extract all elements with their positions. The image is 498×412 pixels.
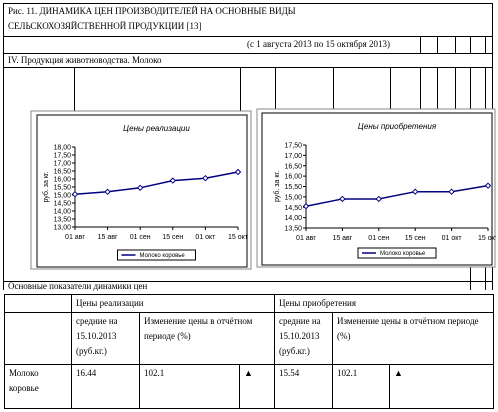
cell: 102.1 — [332, 364, 390, 409]
y-tick-label: 14,50 — [53, 201, 71, 208]
group-header: Цены реализации — [71, 294, 275, 313]
point — [484, 182, 492, 189]
x-tick-label: 01 авг — [296, 235, 316, 242]
x-tick-label: 15 сен — [162, 234, 183, 241]
header: Рис. 11. ДИНАМИКА ЦЕН ПРОИЗВОДИТЕЛЕЙ НА … — [8, 4, 296, 34]
cell — [4, 312, 72, 365]
y-tick-label: 16,50 — [284, 163, 302, 170]
x-tick-label: 15 авг — [332, 235, 352, 242]
legend-box — [117, 249, 196, 261]
y-tick-label: 16,50 — [53, 169, 71, 176]
y-tick-label: 17,50 — [53, 153, 71, 160]
y-tick-label: 13,50 — [284, 226, 302, 233]
subheader: Изменение цены в отчётном периоде (%) — [332, 312, 494, 365]
x-tick-label: 01 окт — [442, 235, 463, 242]
cell — [4, 294, 72, 313]
y-tick-label: 16,00 — [284, 174, 302, 181]
cell: 15.54 — [274, 364, 333, 409]
x-tick-label: 01 сен — [368, 235, 389, 242]
point — [339, 195, 346, 203]
y-tick-label: 15,50 — [53, 185, 71, 192]
y-tick-label: 14,00 — [53, 209, 71, 216]
y-tick-label: 13,50 — [53, 217, 71, 224]
line — [305, 184, 489, 207]
chart: Цены реализации 13,0013,5014,0014,5015,00… — [30, 110, 252, 270]
chart: Цены приобретения 13,50 14,00 14,50 15,00 15,… — [256, 108, 496, 268]
y-tick-label: 14,50 — [284, 205, 302, 212]
cell: 102.1 — [139, 364, 240, 409]
chart-panel — [261, 112, 493, 266]
y-tick-label: 15,00 — [53, 193, 71, 200]
y-tick-label: 14,00 — [284, 215, 302, 222]
cell: 16.44 — [71, 364, 140, 409]
point — [202, 174, 209, 182]
y-axis-label: руб. за кг. — [273, 171, 281, 202]
subheader: Изменение цены в отчётном периоде (%) — [139, 312, 275, 365]
x-tick-label: 15 авг — [98, 234, 118, 241]
point — [448, 188, 455, 195]
title-line: Рис. 11. ДИНАМИКА ЦЕН ПРОИЗВОДИТЕЛЕЙ НА … — [8, 6, 296, 16]
x-tick-label: 15 сен — [405, 235, 426, 242]
point — [234, 168, 242, 176]
x-tick-label: 15 окт — [478, 235, 496, 242]
title-line: СЕЛЬСКОХОЗЯЙСТВЕННОЙ ПРОДУКЦИИ [13] — [8, 21, 202, 31]
legend-label: Молоко коровье — [380, 251, 426, 257]
y-tick-label: 17,50 — [284, 143, 302, 150]
trend-icon: ▲ — [389, 364, 494, 409]
section: IV. Продукция животноводства. Молоко — [8, 55, 162, 65]
subheader: средние на 15.10.2013 (руб.кг.) — [71, 312, 140, 365]
y-tick-label: 15,00 — [284, 194, 302, 201]
table: Цены реализации Цены приобретения средни… — [4, 294, 494, 409]
point — [104, 188, 111, 196]
y-tick-label: 17,00 — [284, 153, 302, 160]
x-tick-label: 01 окт — [195, 234, 216, 241]
line — [74, 171, 239, 195]
y-tick-label: 18,00 — [53, 145, 71, 152]
subheader: средние на 15.10.2013 (руб.кг.) — [274, 312, 333, 365]
row-label: Молоко коровье — [4, 364, 72, 409]
point — [302, 203, 310, 210]
group-header: Цены приобретения — [274, 294, 494, 313]
chart-title: Цены приобретения — [358, 122, 437, 131]
legend-label: Молоко коровье — [140, 253, 186, 259]
point — [411, 188, 419, 195]
legend-box — [357, 247, 437, 259]
point — [375, 195, 383, 203]
x-tick-label: 01 сен — [130, 234, 151, 241]
x-tick-label: 01 авг — [65, 234, 85, 241]
y-tick-label: 17,00 — [53, 161, 71, 168]
point — [136, 184, 144, 192]
y-tick-label: 15,50 — [284, 184, 302, 191]
point — [169, 177, 177, 184]
x-tick-label: 15 окт — [228, 234, 249, 241]
y-tick-label: 13,00 — [53, 225, 71, 232]
y-axis-label: руб. за кг. — [42, 171, 50, 202]
trend-icon: ▲ — [239, 364, 275, 409]
point — [71, 190, 79, 198]
y-tick-label: 16,00 — [53, 177, 71, 184]
chart-panel — [36, 114, 248, 268]
chart-title: Цены реализации — [123, 124, 190, 133]
table-caption: Основные показатели динамики цен — [8, 281, 148, 291]
period: (с 1 августа 2013 по 15 октября 2013) — [247, 39, 390, 49]
